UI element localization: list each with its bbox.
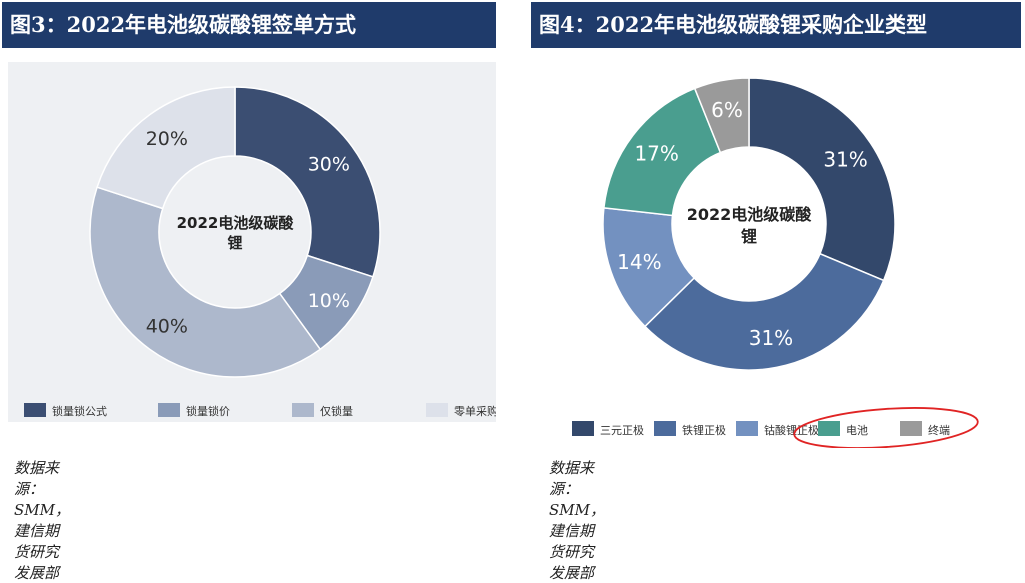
legend-swatch [24, 403, 46, 417]
legend-label: 钴酸锂正极 [764, 423, 819, 437]
slice-value-label: 14% [617, 250, 661, 274]
slice-value-label: 6% [711, 98, 743, 122]
center-label: 2022电池级碳酸 [687, 205, 813, 224]
center-label: 锂 [227, 234, 242, 252]
donut-slice-2 [643, 252, 885, 371]
slice-value-label: 31% [749, 326, 793, 350]
legend-label: 三元正极 [600, 423, 644, 437]
chart-title-right: 图4：2022年电池级碳酸锂采购企业类型 [531, 2, 1021, 48]
legend-label: 电池 [846, 424, 868, 437]
donut-slice-1 [748, 77, 896, 282]
legend-swatch [654, 421, 676, 436]
legend-swatch [426, 403, 448, 417]
slice-value-label: 10% [308, 290, 350, 312]
legend-swatch [572, 421, 594, 436]
legend-label: 零单采购 [454, 404, 496, 418]
chart-area-left: 30% 10% 40% 20% 2022电池级碳酸锂锁量锁公式 锁量锁价 仅锁量 零单采购 [8, 62, 498, 422]
slice-value-label: 30% [308, 153, 350, 175]
slice-value-label: 31% [823, 148, 867, 172]
legend-swatch [292, 403, 314, 417]
donut-slice-5 [693, 77, 750, 154]
slice-value-label: 20% [146, 128, 188, 150]
legend-label: 锁量锁价 [186, 404, 230, 418]
donut-slice-4 [96, 86, 236, 210]
donut-slice-3 [89, 186, 322, 378]
legend-label: 仅锁量 [320, 404, 353, 418]
legend-swatch [158, 403, 180, 417]
slice-value-label: 17% [634, 142, 678, 166]
slice-value-label: 40% [146, 315, 188, 337]
center-label: 2022电池级碳酸 [177, 214, 295, 232]
legend-label: 铁锂正极 [682, 423, 726, 437]
center-label: 锂 [741, 227, 757, 246]
legend-label: 终端 [928, 423, 950, 437]
annotation-ellipse [793, 407, 979, 449]
chart-area-right: 31% 31% 14% 17% 6% 2022电池级碳酸锂三元正极 铁锂正极 钴酸锂正极 电池 终… [544, 52, 980, 449]
donut-slice-1 [234, 86, 381, 278]
source-note-left: 数据来源：SMM，建信期货研究发展部 [14, 459, 70, 582]
source-note-right: 数据来源：SMM，建信期货研究发展部 [549, 459, 605, 582]
legend-swatch [900, 421, 922, 436]
legend-label: 锁量锁公式 [52, 404, 107, 418]
legend-swatch [736, 421, 758, 436]
legend-swatch [818, 421, 840, 436]
chart-title-left: 图3：2022年电池级碳酸锂签单方式 [2, 2, 496, 48]
